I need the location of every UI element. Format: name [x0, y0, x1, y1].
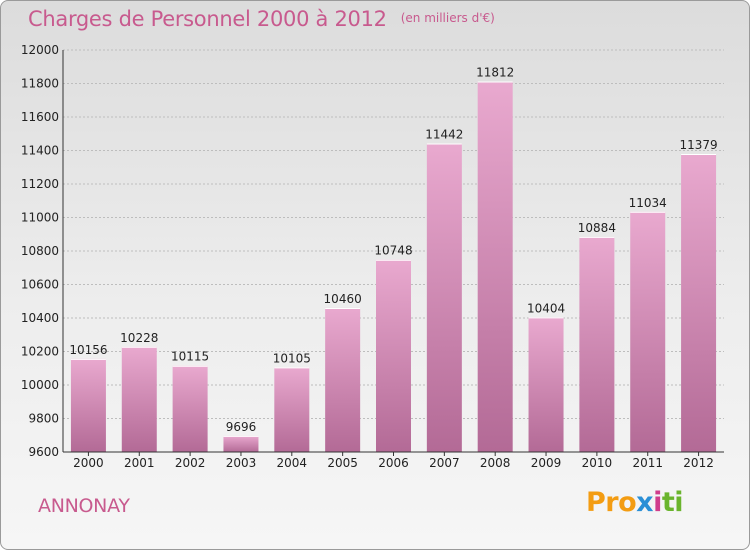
y-tick-label: 10800: [21, 244, 59, 258]
proxiti-logo: Proxiti: [586, 487, 684, 518]
y-tick-label: 11400: [21, 144, 59, 158]
chart-unit-note: (en milliers d'€): [400, 11, 495, 25]
chart-title: Charges de Personnel 2000 à 2012 (en mill…: [28, 7, 495, 31]
logo-part-1: Pro: [586, 487, 637, 518]
x-tick-label: 2010: [582, 456, 613, 470]
x-tick-label: 2007: [429, 456, 460, 470]
bar: [325, 307, 361, 452]
bar-value-label: 10748: [374, 244, 412, 258]
bar-value-label: 10228: [120, 331, 158, 345]
y-tick-label: 11000: [21, 211, 59, 225]
bar: [121, 346, 157, 452]
bar: [630, 211, 666, 452]
bar-value-label: 11379: [679, 138, 717, 152]
chart-title-text: Charges de Personnel 2000 à 2012: [28, 7, 387, 31]
bar: [70, 358, 106, 452]
logo-part-2: x: [636, 487, 654, 518]
logo-part-4: ti: [661, 487, 684, 518]
y-tick-label: 9800: [28, 412, 59, 426]
x-tick-label: 2002: [175, 456, 206, 470]
axis-layer: 9600 9800 10000 10200 10400 10600 10800 11000 11…: [21, 43, 724, 470]
bar-value-label: 10115: [171, 350, 209, 364]
bar: [376, 259, 411, 452]
bar-value-label: 10460: [324, 292, 362, 306]
bar: [528, 317, 564, 452]
bar: [274, 367, 310, 452]
bar-layer: [70, 81, 717, 453]
y-tick-label: 10600: [21, 278, 59, 292]
y-tick-label: 10000: [21, 378, 59, 392]
x-tick-label: 2008: [480, 456, 511, 470]
bar: [579, 236, 615, 452]
bar-value-label: 10105: [273, 351, 311, 365]
bar: [223, 435, 259, 452]
bar-value-label: 10884: [578, 221, 616, 235]
logo-part-3: i: [653, 487, 662, 518]
bar-value-label: 11812: [476, 65, 514, 79]
bar-value-label: 9696: [226, 420, 257, 434]
x-tick-label: 2012: [683, 456, 714, 470]
y-tick-label: 11800: [21, 77, 59, 91]
x-tick-label: 2005: [327, 456, 358, 470]
y-tick-label: 12000: [21, 43, 59, 57]
x-tick-label: 2000: [73, 456, 104, 470]
x-tick-label: 2001: [124, 456, 155, 470]
bar: [681, 154, 717, 452]
bar: [477, 81, 513, 453]
x-tick-label: 2009: [531, 456, 562, 470]
bar-value-label: 11442: [425, 127, 463, 141]
bar-value-label: 10156: [69, 343, 107, 357]
x-tick-label: 2011: [632, 456, 663, 470]
bar: [172, 365, 208, 452]
bar-value-label: 11034: [629, 196, 667, 210]
x-tick-label: 2003: [226, 456, 257, 470]
city-name: ANNONAY: [38, 495, 130, 517]
x-tick-label: 2006: [378, 456, 409, 470]
y-tick-label: 10200: [21, 345, 59, 359]
y-tick-label: 11200: [21, 177, 59, 191]
x-tick-label: 2004: [277, 456, 308, 470]
bar-value-label: 10404: [527, 301, 565, 315]
y-tick-label: 9600: [28, 445, 59, 459]
y-tick-label: 10400: [21, 311, 59, 325]
bar: [426, 143, 462, 452]
y-tick-label: 11600: [21, 110, 59, 124]
